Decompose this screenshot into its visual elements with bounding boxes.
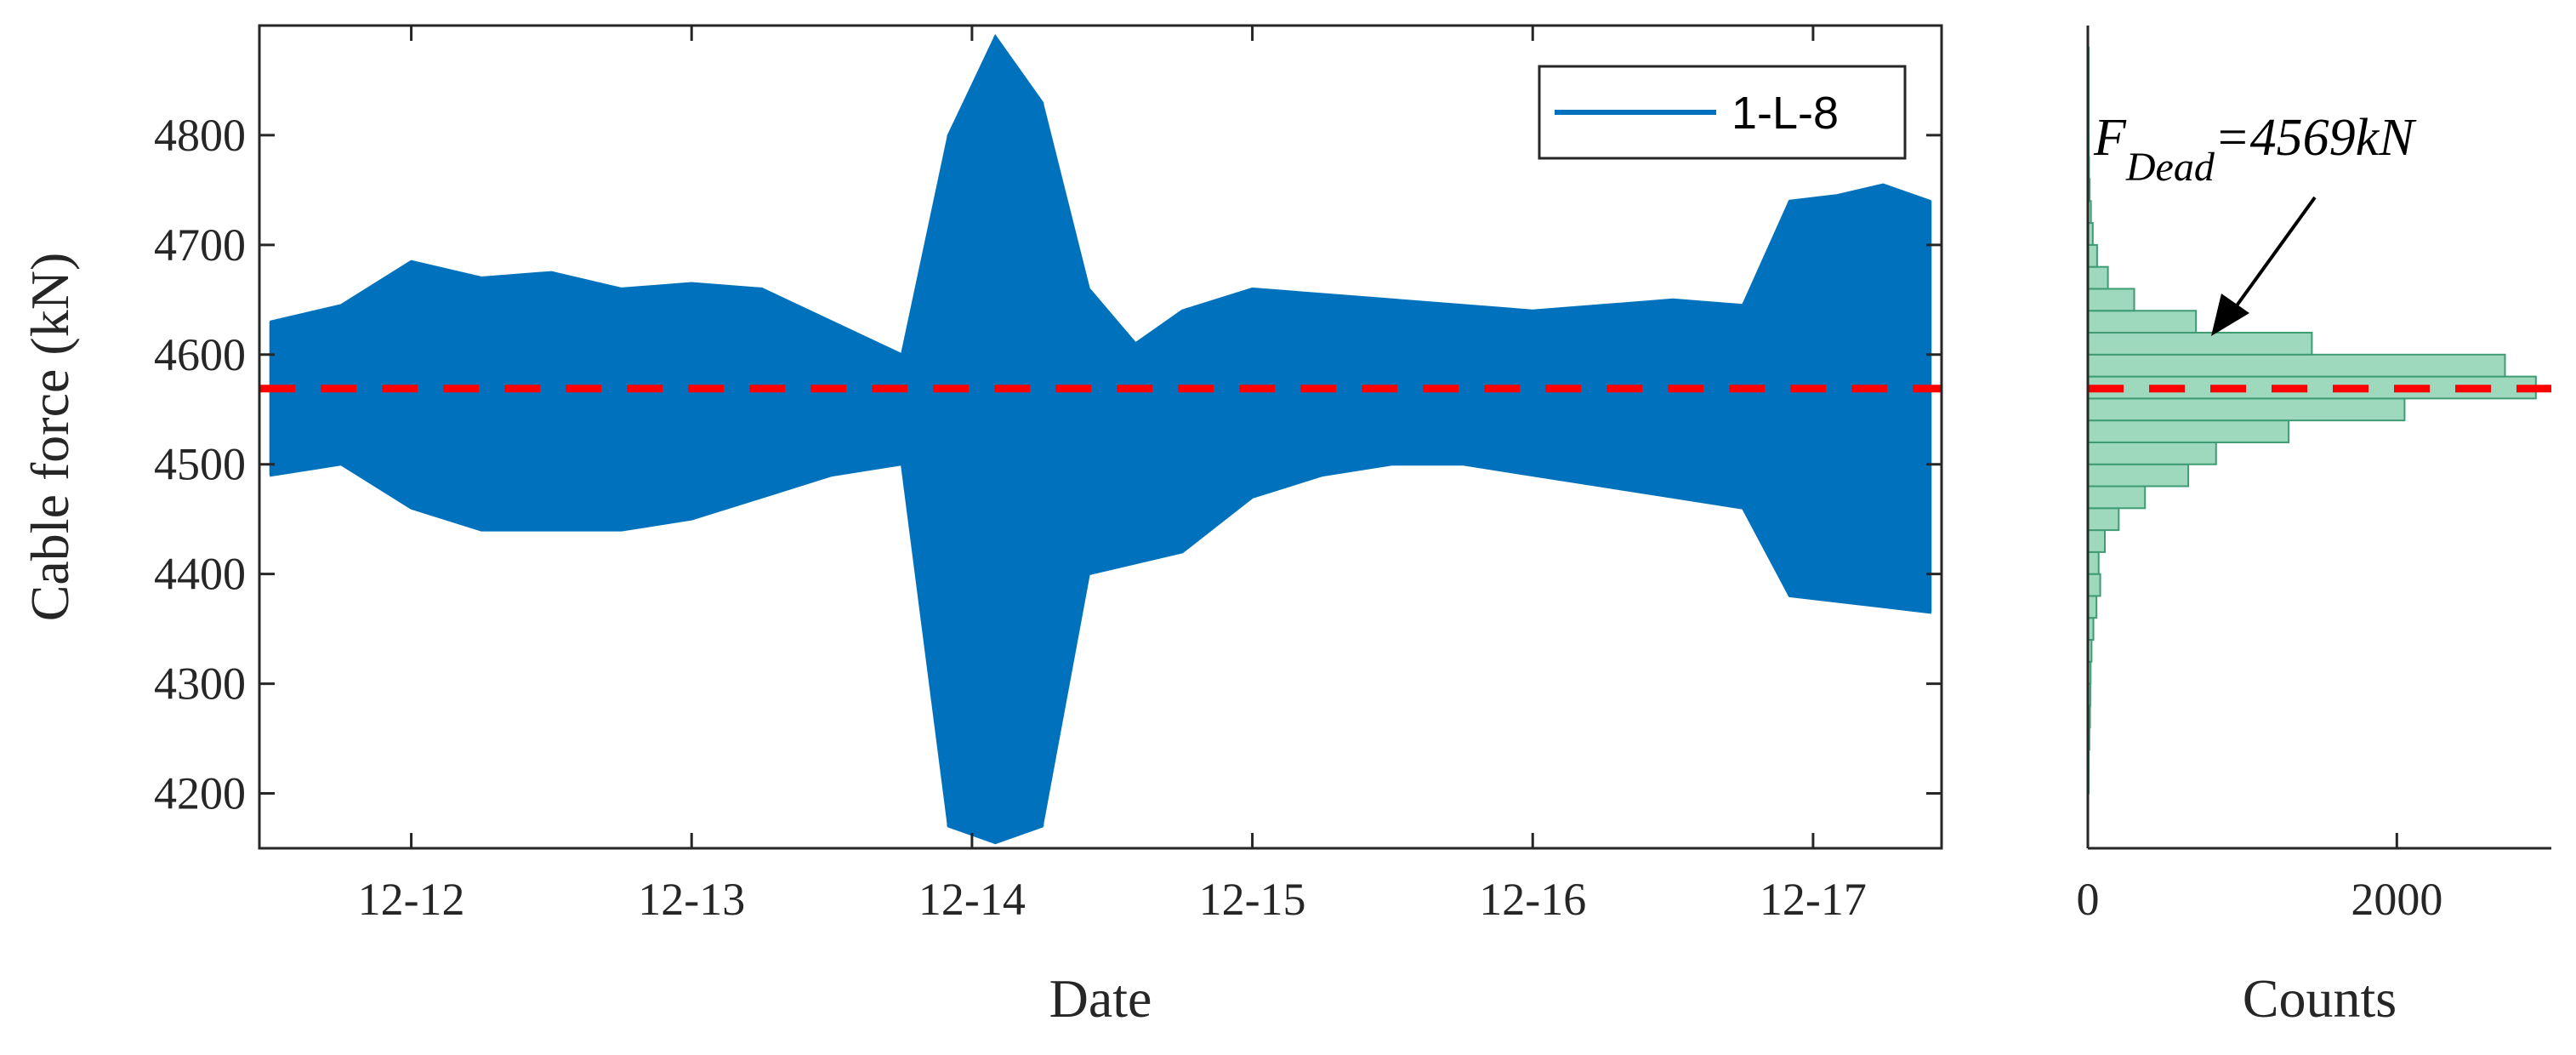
hist-x-tick-label: 2000	[2351, 874, 2442, 925]
hist-bar	[2088, 243, 2098, 268]
y-tick-label: 4400	[154, 549, 246, 600]
series-1-L-8-envelope	[270, 33, 1931, 845]
axes-frame	[258, 24, 1943, 850]
annotation-text: FDead=4569kN	[2093, 109, 2417, 190]
y-axis-title: Cable force (kN)	[20, 253, 80, 622]
hist-bar	[2088, 397, 2406, 422]
annotation-symbol: F	[2093, 109, 2127, 167]
hist-bar	[2088, 507, 2120, 532]
y-tick-label: 4600	[154, 329, 246, 380]
dead-load-annotation: FDead=4569kN	[2093, 109, 2417, 336]
hist-bar	[2088, 441, 2217, 465]
time-history-panel: 4200 4300 4400 4500 4600 4700 4800 12-12 12-13 12…	[20, 24, 1943, 1029]
x-tick-label: 12-13	[638, 874, 745, 925]
y-tick-label: 4500	[154, 439, 246, 490]
hist-x-tick-label: 0	[2077, 874, 2100, 925]
annotation-subscript: Dead	[2125, 145, 2215, 190]
hist-bars	[2088, 46, 2537, 795]
histogram-panel: 0 2000 Counts FDead=4569kN	[2077, 26, 2551, 1029]
annotation-value: =4569kN	[2215, 109, 2417, 167]
series-layer	[269, 33, 1932, 845]
hist-bar	[2088, 595, 2098, 619]
x-axis-title: Date	[1049, 968, 1152, 1029]
y-tick-label: 4700	[154, 220, 246, 271]
hist-bar	[2088, 529, 2106, 553]
annotation-arrow-head	[2211, 294, 2249, 336]
hist-bar	[2088, 550, 2100, 575]
x-tick-label: 12-14	[918, 874, 1026, 925]
hist-bar	[2088, 332, 2313, 356]
hist-bar	[2088, 353, 2506, 378]
hist-bar	[2088, 485, 2147, 510]
y-tick-label: 4800	[154, 110, 246, 161]
legend-label: 1-L-8	[1732, 88, 1839, 139]
hist-x-axis-title: Counts	[2243, 968, 2397, 1029]
x-tick-label: 12-16	[1479, 874, 1586, 925]
hist-bar	[2088, 463, 2190, 488]
hist-bar	[2088, 419, 2290, 443]
hist-bar	[2088, 265, 2109, 290]
hist-bar	[2088, 573, 2101, 597]
hist-bar	[2088, 288, 2135, 312]
y-tick-label: 4300	[154, 659, 246, 710]
x-tick-label: 12-12	[358, 874, 465, 925]
x-tick-label: 12-17	[1760, 874, 1867, 925]
hist-bar	[2088, 310, 2198, 334]
y-tick-label: 4200	[154, 768, 246, 819]
annotation-arrow-shaft	[2233, 196, 2317, 310]
legend: 1-L-8	[1538, 65, 1907, 160]
x-tick-label: 12-15	[1199, 874, 1306, 925]
